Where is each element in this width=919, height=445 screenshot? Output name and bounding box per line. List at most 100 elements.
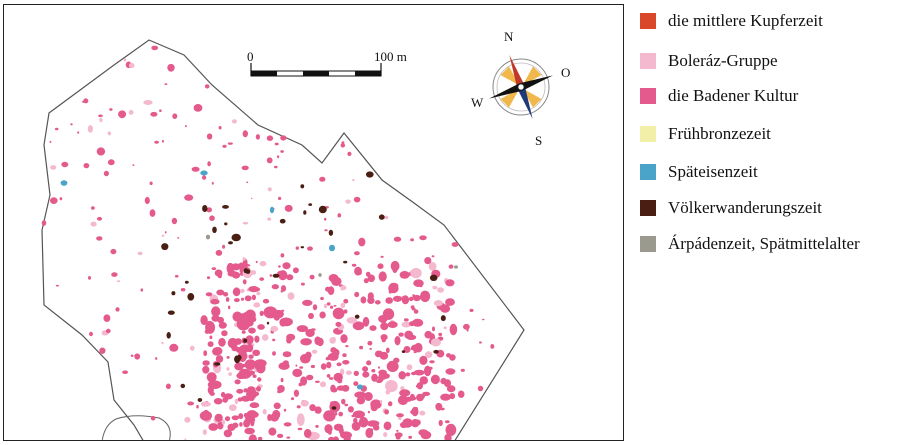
feature-layer [41, 45, 495, 440]
map-canvas: 0 100 m N O S W [41, 29, 570, 440]
feature-pit [390, 260, 400, 272]
feature-pit [479, 341, 482, 344]
feature-pit [419, 410, 426, 416]
feature-pit [218, 126, 222, 130]
feature-pit [150, 415, 156, 421]
feature-pit [362, 316, 370, 327]
feature-pit [123, 58, 127, 62]
feature-pit [252, 349, 261, 356]
feature-pit [405, 372, 411, 377]
feature-pit [205, 234, 211, 240]
feature-pit [345, 199, 351, 204]
feature-pit [332, 307, 345, 320]
feature-pit [296, 405, 301, 409]
feature-pit [223, 393, 233, 400]
feature-pit [241, 330, 246, 334]
feature-pit [339, 368, 345, 376]
feature-pit [343, 433, 351, 440]
feature-pit [242, 130, 248, 138]
feature-pit [354, 314, 360, 319]
feature-pit [440, 393, 451, 401]
feature-pit [262, 408, 267, 415]
feature-pit [343, 309, 348, 314]
feature-pit [248, 394, 255, 402]
feature-pit [96, 216, 103, 221]
feature-pit [394, 336, 401, 346]
feature-pit [377, 263, 384, 270]
feature-pit [167, 63, 175, 72]
feature-pit [320, 363, 327, 370]
feature-pit [386, 360, 399, 372]
feature-pit [246, 410, 258, 419]
feature-pit [320, 296, 324, 301]
feature-pit [228, 404, 237, 411]
feature-pit [401, 350, 406, 353]
feature-pit [232, 287, 241, 297]
feature-pit [444, 379, 451, 388]
feature-pit [362, 366, 369, 372]
compass-south-label: S [535, 133, 542, 148]
feature-pit [280, 135, 287, 141]
feature-pit [330, 347, 337, 354]
feature-pit [413, 279, 424, 288]
feature-pit [412, 318, 424, 327]
feature-pit [149, 181, 153, 186]
feature-pit [411, 307, 416, 311]
feature-pit [227, 270, 238, 277]
feature-pit [400, 386, 405, 391]
feature-pit [366, 420, 380, 427]
feature-pit [274, 165, 278, 169]
feature-pit [257, 324, 265, 330]
feature-pit [231, 233, 241, 242]
feature-pit [225, 297, 230, 302]
feature-pit [143, 100, 153, 105]
feature-pit [128, 62, 135, 69]
feature-pit [210, 298, 220, 305]
feature-pit [286, 333, 296, 341]
feature-pit [431, 255, 435, 258]
feature-pit [352, 179, 355, 182]
feature-pit [231, 415, 239, 421]
feature-pit [266, 135, 274, 141]
feature-pit [202, 365, 210, 374]
feature-pit [206, 372, 217, 383]
feature-pit [451, 242, 459, 247]
feature-pit [103, 314, 111, 323]
legend-swatch [640, 236, 656, 252]
feature-pit [250, 197, 253, 199]
feature-pit [164, 231, 167, 234]
feature-pit [306, 374, 314, 381]
feature-pit [110, 248, 117, 255]
feature-pit [382, 308, 395, 320]
feature-pit [111, 272, 118, 277]
feature-pit [256, 291, 261, 296]
feature-pit [445, 298, 455, 306]
feature-pit [398, 371, 407, 380]
compass-east-label: O [561, 65, 570, 80]
feature-pit [248, 434, 257, 440]
feature-pit [387, 321, 398, 328]
feature-pit [396, 413, 404, 418]
feature-pit [445, 368, 456, 375]
feature-pit [353, 417, 358, 424]
feature-pit [352, 410, 365, 419]
feature-pit [440, 304, 451, 313]
feature-pit [385, 347, 390, 354]
feature-pit [282, 262, 291, 270]
feature-pit [388, 401, 393, 407]
feature-pit [244, 319, 254, 327]
feature-pit [88, 276, 91, 280]
legend-label: Völkerwanderungszeit [668, 198, 822, 217]
feature-pit [286, 436, 291, 439]
feature-pit [353, 370, 359, 376]
feature-pit [310, 364, 315, 369]
feature-pit [261, 334, 269, 341]
feature-pit [234, 398, 239, 405]
feature-pit [353, 381, 359, 386]
feature-pit [137, 251, 143, 256]
feature-pit [363, 278, 369, 284]
feature-pit [212, 226, 217, 233]
feature-pit [300, 246, 304, 249]
legend-item-arpad: Árpádenzeit, Spätmittelalter [640, 233, 860, 255]
feature-pit [344, 403, 349, 407]
